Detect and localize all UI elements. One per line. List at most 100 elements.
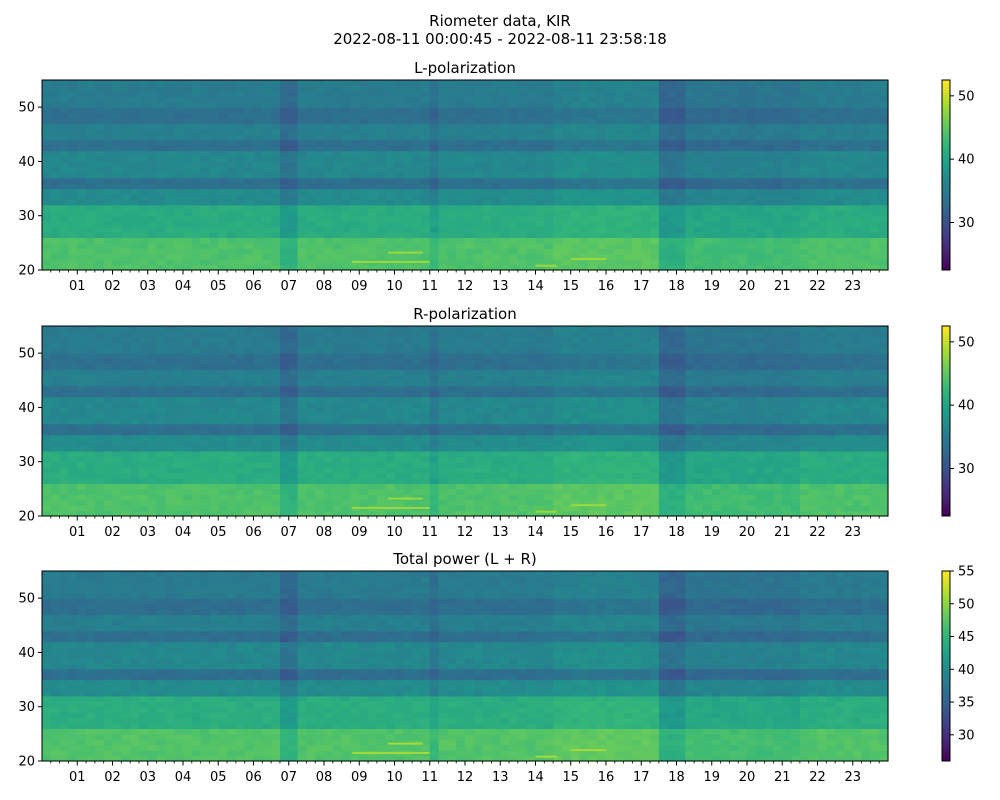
heatmap-cell [174,204,184,211]
heatmap-cell [791,259,801,266]
heatmap-cell [491,488,501,495]
heatmap-cell [685,166,695,173]
heatmap-cell [50,128,61,135]
heatmap-cell [658,242,669,249]
heatmap-cell [561,242,572,249]
heatmap-cell [147,445,158,452]
heatmap-cell [870,156,880,163]
heatmap-cell [271,210,281,217]
heatmap-cell [279,253,290,260]
heatmap-cell [720,128,730,135]
heatmap-cell [764,161,775,168]
heatmap-cell [341,150,352,157]
heatmap-cell [694,199,704,206]
heatmap-cell [332,248,343,255]
heatmap-cell [174,248,184,255]
heatmap-cell [632,128,642,135]
heatmap-cell [429,134,440,141]
heatmap-cell [711,450,722,457]
heatmap-cell [156,80,166,87]
heatmap-cell [68,434,78,441]
heatmap-cell [403,123,413,130]
heatmap-cell [112,145,122,152]
heatmap-cell [315,172,325,179]
heatmap-cell [553,237,563,244]
heatmap-cell [843,123,854,130]
heatmap-cell [244,221,255,228]
heatmap-cell [861,177,871,184]
heatmap-cell [200,134,211,141]
heatmap-cell [509,226,519,233]
heatmap-cell [491,188,501,195]
heatmap-cell [447,172,457,179]
heatmap-cell [359,499,369,506]
heatmap-cell [288,188,299,195]
heatmap-cell [235,96,246,103]
heatmap-cell [561,188,572,195]
heatmap-cell [570,156,581,163]
heatmap-cell [473,248,484,255]
heatmap-cell [799,134,810,141]
heatmap-cell [570,259,581,266]
heatmap-cell [667,478,678,485]
heatmap-cell [412,145,422,152]
heatmap-cell [138,90,149,97]
heatmap-cell [694,172,704,179]
heatmap-cell [103,161,114,168]
heatmap-cell [359,429,369,436]
heatmap-cell [491,156,501,163]
heatmap-cell [658,139,669,146]
heatmap-cell [368,440,378,447]
heatmap-cell [764,494,775,501]
heatmap-cell [112,101,122,108]
heatmap-cell [773,221,783,228]
heatmap-cell [262,139,272,146]
heatmap-cell [641,139,651,146]
heatmap-cell [315,478,325,485]
heatmap-cell [544,494,554,501]
heatmap-cell [112,242,122,249]
heatmap-cell [350,210,360,217]
heatmap-cell [852,210,863,217]
heatmap-cell [500,112,510,119]
heatmap-cell [500,172,510,179]
heatmap-cell [156,226,166,233]
heatmap-cell [447,123,457,130]
heatmap-cell [244,472,255,479]
heatmap-cell [209,199,219,206]
heatmap-cell [429,139,440,146]
heatmap-cell [59,85,70,92]
heatmap-cell [773,128,783,135]
heatmap-cell [553,472,563,479]
heatmap-cell [676,242,686,249]
heatmap-cell [183,478,193,485]
heatmap-cell [509,434,519,441]
heatmap-cell [561,467,572,474]
heatmap-cell [147,264,158,271]
heatmap-cell [209,107,219,114]
heatmap-cell [517,166,528,173]
heatmap-cell [535,128,545,135]
heatmap-cell [288,494,299,501]
heatmap-cell [658,150,669,157]
heatmap-cell [658,107,669,114]
heatmap-cell [614,172,625,179]
heatmap-cell [482,483,493,490]
heatmap-cell [200,194,211,201]
heatmap-cell [385,145,396,152]
heatmap-cell [244,134,255,141]
heatmap-cell [764,434,775,441]
heatmap-cell [332,429,343,436]
heatmap-cell [42,215,52,222]
heatmap-cell [720,483,730,490]
heatmap-cell [103,478,114,485]
heatmap-cell [526,445,537,452]
heatmap-cell [835,128,845,135]
heatmap-cell [597,134,607,141]
heatmap-cell [632,150,642,157]
heatmap-cell [191,215,202,222]
heatmap-cell [826,172,836,179]
heatmap-cell [103,472,114,479]
heatmap-cell [394,80,404,87]
heatmap-cell [420,80,431,87]
